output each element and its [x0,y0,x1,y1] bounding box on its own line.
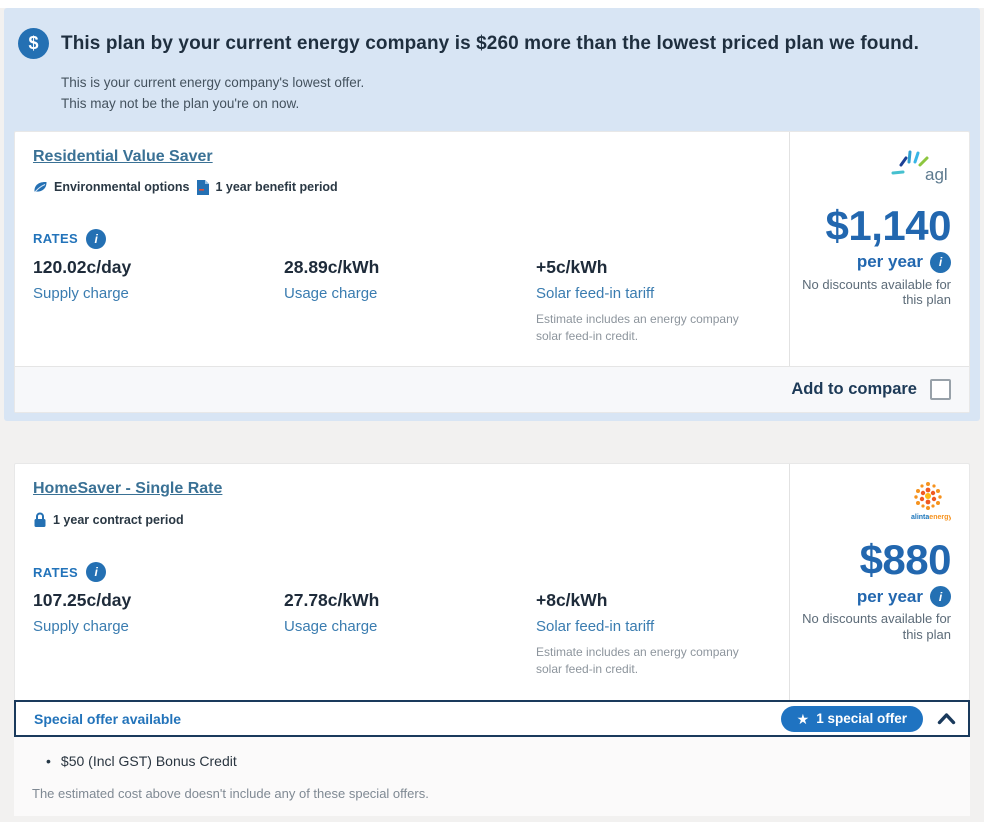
discount-note: No discounts available for this plan [802,611,951,643]
usage-charge-value: 27.78c/kWh [284,590,380,611]
agl-logo: agl [790,146,951,188]
add-to-compare-checkbox[interactable] [930,379,951,401]
price-info-icon[interactable]: i [930,251,951,273]
plan-name-link[interactable]: Residential Value Saver [33,147,213,165]
solar-feed-in-column: +8c/kWh Solar feed-in tariff Estimate in… [536,590,766,678]
banner-line-1: This is your current energy company's lo… [61,75,365,90]
star-icon: ★ [796,710,810,727]
alinta-energy-logo: alintaenergy [790,478,951,522]
special-offer-label: Special offer available [34,710,182,727]
bullet-icon: • [46,753,51,770]
leaf-icon [33,180,48,194]
solar-feed-in-value: +5c/kWh [536,256,608,277]
solar-feed-in-note: Estimate includes an energy company sola… [536,645,739,677]
contract-period-badge: 1 year contract period [33,512,184,528]
special-offer-toggle-bar[interactable]: Special offer available ★ 1 special offe… [14,700,970,738]
solar-feed-in-label: Solar feed-in tariff [536,284,655,302]
solar-feed-in-value: +8c/kWh [536,590,608,611]
special-offers-note: The estimated cost above doesn't include… [32,786,429,802]
annual-price: $880 [859,536,952,584]
banner-title: This plan by your current energy company… [61,32,919,54]
compare-bar: Add to compare [15,366,969,413]
usage-charge-column: 28.89c/kWh Usage charge [284,257,536,345]
supply-charge-column: 107.25c/day Supply charge [33,590,284,678]
special-offer-item: • $50 (Incl GST) Bonus Credit [46,753,237,770]
document-icon [197,179,210,195]
annual-price: $1,140 [825,201,952,249]
price-period: per year [856,252,923,272]
usage-charge-column: 27.78c/kWh Usage charge [284,590,536,678]
special-offers-panel: • $50 (Incl GST) Bonus Credit The estima… [14,737,970,817]
special-offer-count-badge: ★ 1 special offer [780,705,923,732]
rates-info-icon[interactable]: i [86,228,107,249]
supply-charge-column: 120.02c/day Supply charge [33,257,284,345]
banner-line-2: This may not be the plan you're on now. [61,95,300,111]
usage-charge-label: Usage charge [284,284,378,302]
plan-card-homesaver-single-rate: HomeSaver - Single Rate 1 year contract … [14,463,970,701]
solar-feed-in-column: +5c/kWh Solar feed-in tariff Estimate in… [536,257,766,345]
usage-charge-value: 28.89c/kWh [284,256,380,277]
lock-icon [33,512,47,528]
usage-charge-label: Usage charge [284,618,378,636]
benefit-period-badge: 1 year benefit period [197,179,338,195]
price-period: per year [856,586,923,606]
price-info-icon[interactable]: i [930,586,951,608]
add-to-compare-label[interactable]: Add to compare [791,380,917,399]
svg-text:agl: agl [925,165,948,184]
plan-name-link[interactable]: HomeSaver - Single Rate [33,480,223,498]
discount-note: No discounts available for this plan [802,276,951,308]
solar-feed-in-note: Estimate includes an energy company sola… [536,311,739,343]
environmental-options-badge: Environmental options [33,180,189,194]
solar-feed-in-label: Solar feed-in tariff [536,618,655,636]
svg-text:alintaenergy: alintaenergy [911,514,951,521]
chevron-up-icon[interactable] [937,712,956,725]
plan-card-residential-value-saver: Residential Value Saver Environmental op… [14,130,970,414]
price-alert-banner: $ This plan by your current energy compa… [4,8,980,422]
banner-subtext: This is your current energy company's lo… [61,73,970,115]
supply-charge-value: 107.25c/day [33,590,132,611]
dollar-icon: $ [18,28,49,59]
rates-label: RATES [33,231,79,247]
supply-charge-label: Supply charge [33,618,129,636]
supply-charge-value: 120.02c/day [33,256,132,277]
rates-label: RATES [33,564,79,580]
supply-charge-label: Supply charge [33,284,129,302]
special-offer-count-label: 1 special offer [816,711,907,727]
rates-info-icon[interactable]: i [86,562,107,583]
